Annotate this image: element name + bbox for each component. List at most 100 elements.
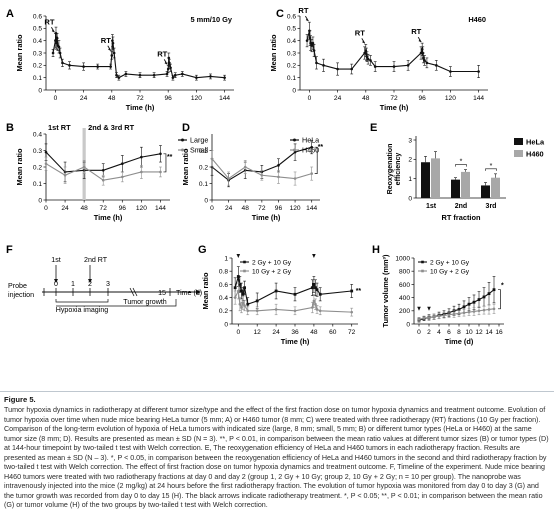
- x-tick-label: 48: [108, 95, 116, 102]
- data-point: [318, 292, 322, 296]
- y-tick-label: 0.1: [33, 75, 42, 82]
- data-point: [449, 70, 452, 73]
- panel-d: D 0 0.1 0.2 0.3 0 24 48 72 96 120 144 Time (h) Mean r…: [181, 122, 323, 222]
- caption-title: Figure 5.: [4, 395, 36, 404]
- rt-arrow: [312, 254, 316, 258]
- data-point: [173, 73, 177, 77]
- x-axis-label: Time (d): [445, 337, 474, 346]
- bar-hela: [421, 162, 430, 198]
- sig-marker: **: [356, 288, 362, 295]
- x-tick-label: 96: [275, 205, 283, 212]
- data-point: [435, 64, 438, 67]
- data-point: [308, 29, 311, 33]
- bracket-growth: [56, 299, 177, 307]
- data-point: [233, 286, 237, 290]
- timeline-tick-label: 3: [106, 280, 110, 288]
- x-tick-label: 144: [306, 205, 317, 212]
- rt-label: RT: [298, 6, 308, 15]
- y-tick-label: 200: [399, 308, 410, 315]
- sig-marker: *: [501, 283, 504, 290]
- y-tick-label: 0.4: [219, 295, 228, 302]
- legend-label: 10 Gy + 2 Gy: [430, 269, 470, 276]
- data-point: [477, 298, 481, 301]
- data-point: [422, 56, 425, 60]
- data-point: [241, 292, 245, 296]
- data-point: [423, 59, 426, 62]
- data-point: [51, 51, 55, 55]
- data-point: [82, 165, 86, 169]
- data-point: [422, 316, 426, 320]
- data-point: [274, 308, 278, 311]
- sig-bracket: [314, 146, 318, 174]
- data-point: [138, 73, 142, 77]
- x-tick-label: 24: [225, 205, 233, 212]
- rt-label: RT: [44, 17, 54, 26]
- data-point: [482, 295, 486, 299]
- series-10-gy-2-gy: [417, 303, 496, 322]
- y-tick-label: 0: [292, 87, 296, 94]
- panel-e: E 0 1 2 3 1st 2nd 3rd * * RT fraction Reoxygenation…: [370, 122, 545, 222]
- data-point: [462, 305, 466, 309]
- data-point: [111, 41, 115, 45]
- panel-label-a: A: [6, 8, 14, 20]
- x-tick-label: 48: [362, 95, 370, 102]
- sig-bracket: [498, 289, 501, 310]
- data-point: [472, 310, 476, 313]
- data-point: [305, 39, 309, 42]
- data-point: [243, 304, 246, 307]
- data-point: [159, 152, 162, 156]
- data-point: [124, 72, 128, 76]
- x-tick-label: 48: [310, 329, 318, 336]
- data-point: [492, 307, 496, 311]
- x-tick-label: 2: [427, 329, 431, 336]
- x-tick-label: 12: [475, 329, 483, 336]
- x-axis-label: Time (h): [380, 103, 409, 112]
- x-tick-label: 24: [272, 329, 280, 336]
- series-small: [44, 156, 162, 186]
- axis-break: [132, 287, 138, 297]
- legend-label: H460: [302, 146, 319, 155]
- data-point: [420, 48, 424, 51]
- data-point: [365, 55, 369, 58]
- panel-b: B 0 0.1 0.2 0.3 0.4 0 24 48 72 96 120 144 Time (h) Mea…: [6, 122, 208, 222]
- y-tick-label: 0.4: [287, 38, 296, 45]
- x-tick-label: 60: [329, 329, 337, 336]
- legend-label: H460: [526, 150, 544, 159]
- rt-arrow: [417, 306, 421, 311]
- y-axis-label: Tumor volume (mm³): [381, 254, 390, 327]
- data-point: [58, 51, 62, 55]
- rt-marker-label: 2nd RT: [84, 256, 108, 264]
- data-point: [54, 31, 58, 35]
- legend-label: 2 Gy + 10 Gy: [252, 260, 292, 267]
- sig-marker: *: [460, 159, 463, 166]
- x-tick-label: 120: [191, 95, 202, 102]
- data-point: [165, 72, 169, 76]
- rt-arrowhead: [51, 29, 55, 33]
- data-point: [310, 44, 314, 47]
- series-2-gy-10-gy: [233, 266, 354, 312]
- data-point: [82, 65, 85, 68]
- y-tick-label: 0.5: [33, 26, 42, 33]
- timeline-tick-label: 0: [54, 280, 58, 288]
- data-point: [447, 313, 451, 317]
- zone-label-first: 1st RT: [48, 123, 71, 132]
- rt-arrow: [236, 254, 241, 258]
- bar-h460: [461, 171, 470, 198]
- rt-arrowhead: [362, 40, 365, 44]
- legend-marker: [181, 148, 184, 152]
- probe-label-line1: Probe: [8, 282, 27, 290]
- timeline-arrowhead: [196, 289, 201, 295]
- caption-body: Tumor hypoxia dynamics in radiotherapy a…: [4, 406, 549, 509]
- x-tick-label: 14: [485, 329, 493, 336]
- legend-label: HeLa: [302, 136, 319, 145]
- data-point: [238, 283, 242, 286]
- data-point: [169, 66, 172, 70]
- x-tick-label: 120: [136, 205, 147, 212]
- y-tick-label: 800: [399, 269, 410, 276]
- data-point: [238, 302, 242, 306]
- legend-marker: [243, 269, 246, 273]
- y-tick-label: 0.3: [33, 148, 42, 155]
- data-point: [237, 289, 240, 293]
- data-point: [121, 162, 124, 165]
- data-point: [406, 64, 410, 67]
